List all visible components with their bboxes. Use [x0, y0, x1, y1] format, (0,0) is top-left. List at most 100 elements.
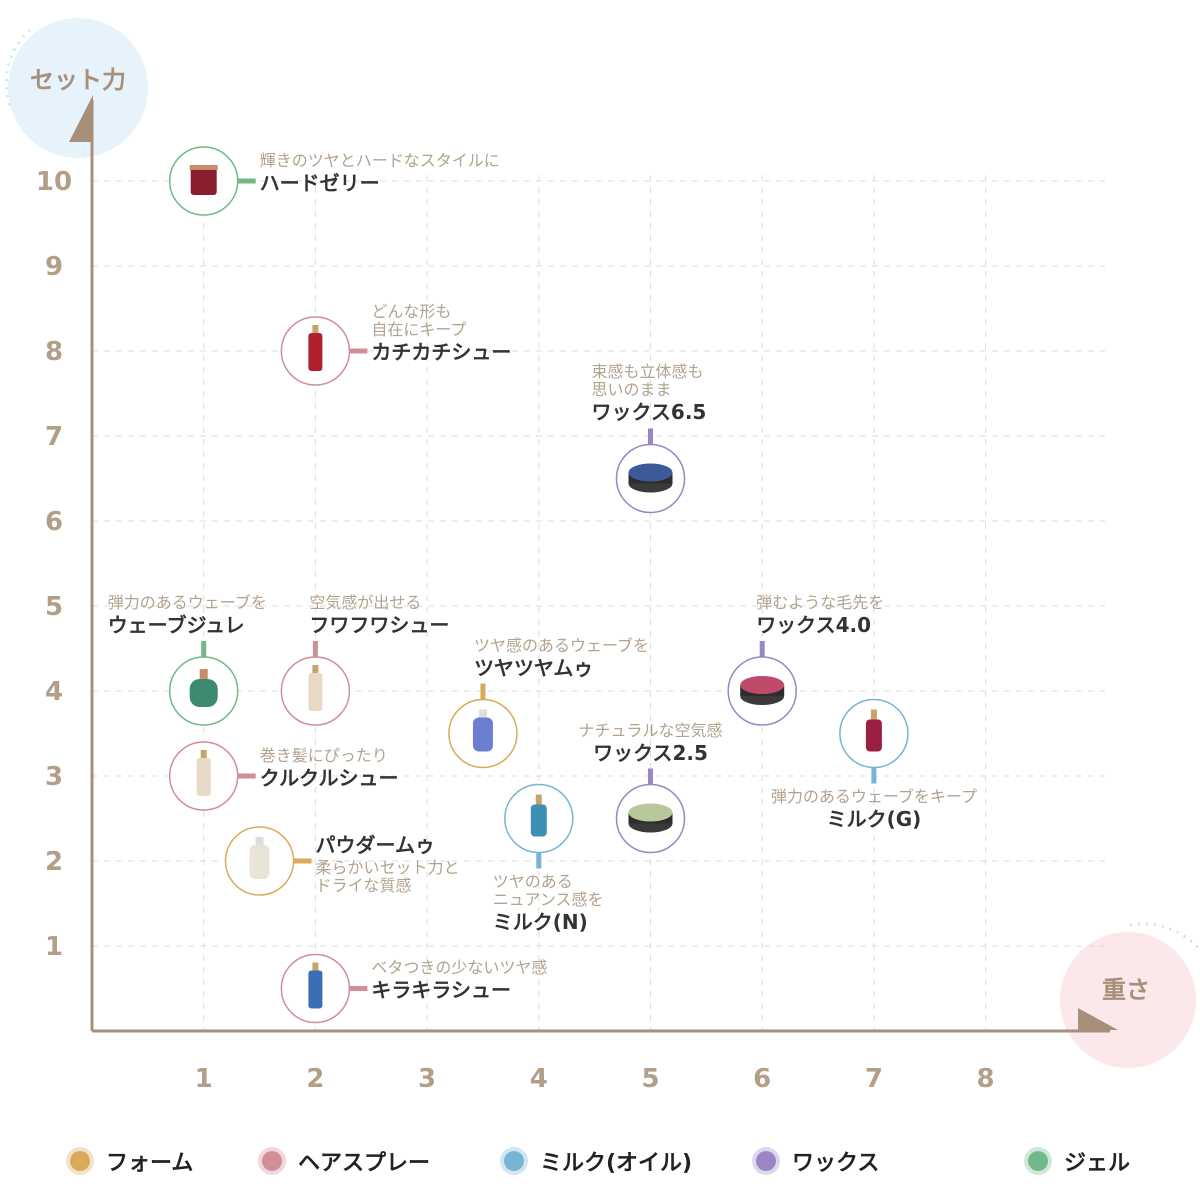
x-tick-label: 5	[641, 1064, 659, 1094]
legend-item-foam: フォーム	[66, 1145, 193, 1177]
product-label: ベタつきの少ないツヤ感 キラキラシュー	[371, 958, 547, 1004]
product-image	[628, 463, 673, 493]
legend-label: ジェル	[1064, 1151, 1131, 1176]
product-marker	[727, 656, 797, 726]
product-name: ミルク(G)	[826, 806, 922, 831]
y-axis-title-bubble	[8, 18, 148, 158]
product-image	[472, 709, 493, 752]
product-image	[530, 794, 547, 837]
x-tick-label: 7	[865, 1064, 883, 1094]
product-image	[308, 665, 323, 711]
y-tick-label: 3	[45, 762, 63, 792]
legend-swatch	[500, 1147, 528, 1175]
product-image	[740, 676, 785, 705]
product-name: ミルク(N)	[492, 910, 588, 935]
legend-swatch	[752, 1147, 780, 1175]
product-marker	[280, 953, 351, 1024]
decorative-dots	[1129, 922, 1200, 951]
product-description: 弾力のあるウェーブをキープ	[770, 786, 977, 806]
product-marker	[280, 316, 351, 386]
legend-label: フォーム	[106, 1151, 194, 1176]
product-marker	[615, 783, 686, 854]
product-description: ナチュラルな空気感	[578, 720, 723, 740]
product-marker	[448, 698, 518, 769]
x-tick-label: 2	[306, 1064, 324, 1094]
legend-item-milk: ミルク(オイル)	[500, 1145, 692, 1177]
x-axis-title-bubble	[1060, 932, 1196, 1068]
product-image	[308, 325, 323, 371]
product-label: ツヤのある ニュアンス感を ミルク(N)	[492, 871, 604, 937]
product-image	[308, 962, 323, 1009]
product-label: どんな形も 自在にキープ カチカチシュー	[371, 301, 512, 367]
product-description: どんな形も 自在にキープ	[371, 301, 467, 339]
x-tick-label: 6	[753, 1064, 771, 1094]
product-name: ツヤツヤムゥ	[473, 655, 594, 680]
product-name: ワックス2.5	[593, 740, 708, 765]
product-name: ワックス6.5	[591, 400, 707, 425]
product-marker	[168, 656, 239, 726]
product-marker	[224, 826, 295, 896]
product-image	[628, 803, 673, 833]
x-axis-arrow	[1078, 1008, 1118, 1030]
product-label: 弾力のあるウェーブをキープ ミルク(G)	[770, 786, 977, 833]
x-tick-label: 8	[977, 1064, 995, 1094]
product-name: クルクルシュー	[259, 765, 399, 790]
product-label: 輝きのツヤとハードなスタイルに ハードゼリー	[259, 150, 500, 197]
legend-item-gel: ジェル	[1024, 1145, 1130, 1177]
product-label: ツヤ感のあるウェーブを ツヤツヤムゥ	[473, 635, 649, 682]
y-tick-label: 10	[36, 167, 72, 197]
legend-item-spray: ヘアスプレー	[258, 1145, 430, 1177]
product-image	[249, 837, 270, 879]
product-marker	[615, 443, 686, 514]
product-image	[189, 669, 218, 707]
product-description: 弾力のあるウェーブを	[107, 593, 267, 612]
product-name: ワックス4.0	[756, 613, 872, 638]
legend-label: ヘアスプレー	[298, 1151, 431, 1176]
y-tick-label: 1	[45, 932, 63, 962]
product-label: 弾むような毛先を ワックス4.0	[756, 593, 884, 639]
product-label: 空気感が出せる フワフワシュー	[309, 593, 450, 639]
product-description: ツヤ感のあるウェーブを	[473, 635, 649, 655]
y-tick-label: 7	[45, 422, 63, 452]
x-tick-label: 3	[418, 1064, 436, 1094]
y-axis-title: セット力	[30, 66, 126, 94]
product-description: 輝きのツヤとハードなスタイルに	[259, 150, 500, 170]
product-name: フワフワシュー	[309, 613, 450, 638]
product-marker	[504, 783, 574, 854]
product-name: キラキラシュー	[371, 978, 511, 1003]
product-description: 柔らかいセット力と ドライな質感	[315, 858, 460, 896]
legend-swatch	[258, 1147, 286, 1175]
y-axis-arrow	[69, 95, 93, 142]
legend-swatch	[66, 1147, 94, 1175]
product-marker	[280, 656, 351, 726]
product-marker	[168, 741, 239, 811]
product-description: 空気感が出せる	[309, 593, 422, 612]
legend-label: ミルク(オイル)	[540, 1151, 693, 1176]
product-label: 弾力のあるウェーブを ウェーブジュレ	[107, 593, 267, 639]
product-name: ハードゼリー	[259, 170, 380, 195]
product-description: ツヤのある ニュアンス感を	[492, 871, 604, 909]
legend-swatch	[1024, 1147, 1052, 1175]
y-tick-label: 2	[45, 847, 63, 877]
product-name: ウェーブジュレ	[107, 613, 245, 638]
product-name: パウダームゥ	[315, 833, 435, 857]
y-tick-label: 6	[45, 507, 63, 537]
y-tick-label: 8	[45, 337, 63, 367]
y-tick-label: 9	[45, 252, 63, 282]
legend-item-wax: ワックス	[752, 1145, 879, 1177]
y-tick-label: 5	[45, 592, 63, 622]
x-tick-label: 4	[530, 1064, 548, 1094]
product-image	[865, 709, 882, 752]
product-name: カチカチシュー	[371, 340, 512, 365]
legend-label: ワックス	[792, 1151, 880, 1176]
product-label: ナチュラルな空気感 ワックス2.5	[578, 720, 723, 767]
product-label: 束感も立体感も 思いのまま ワックス6.5	[591, 361, 707, 427]
product-description: 束感も立体感も 思いのまま	[591, 361, 704, 399]
product-image	[196, 750, 211, 796]
y-tick-label: 4	[45, 677, 63, 707]
product-marker	[168, 146, 239, 216]
x-axis-title: 重さ	[1102, 976, 1150, 1004]
product-label: 巻き髪にぴったり クルクルシュー	[259, 746, 399, 792]
x-tick-label: 1	[195, 1064, 213, 1094]
